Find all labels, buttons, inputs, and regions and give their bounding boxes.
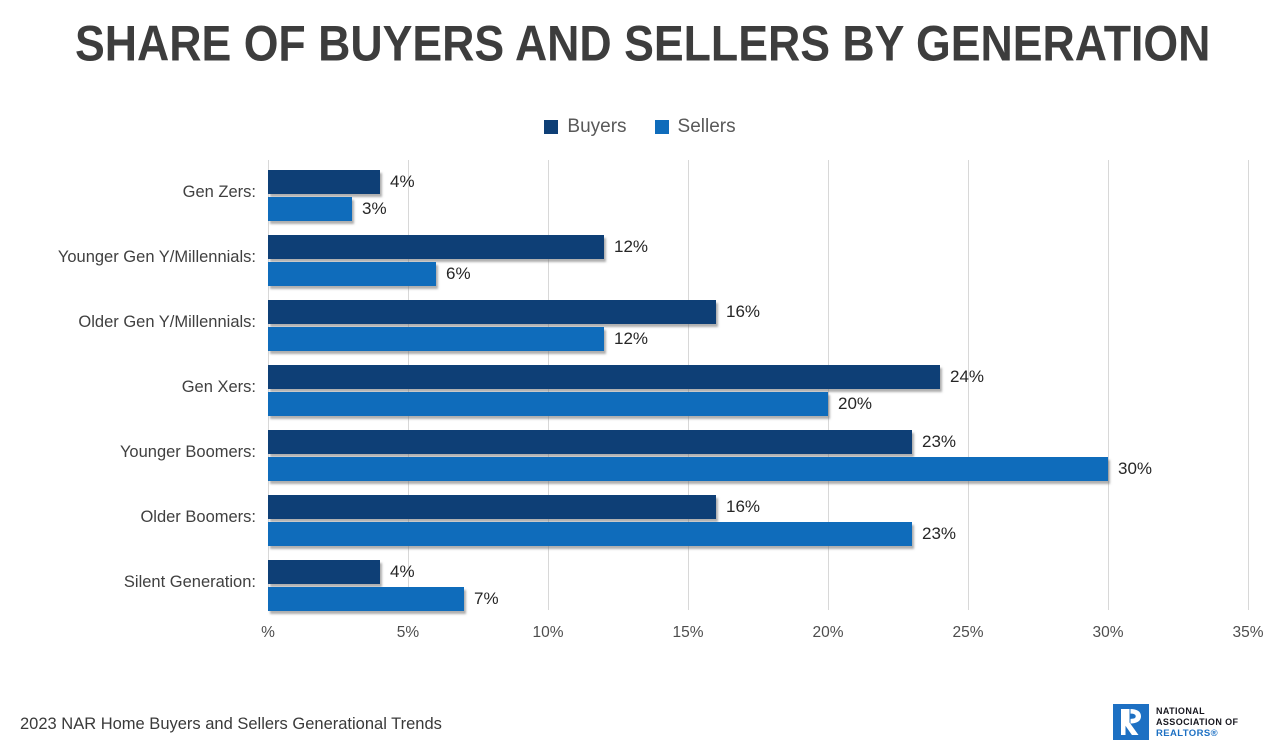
bar-value-label: 16% [726, 302, 761, 321]
gridline [1248, 160, 1249, 610]
bar-value-label: 4% [390, 562, 415, 581]
bar-sellers [268, 392, 828, 416]
nar-logo-line1: NATIONAL [1156, 705, 1206, 716]
x-tick-label: 30% [1092, 624, 1124, 641]
x-tick-label: 20% [812, 624, 844, 641]
bar-value-label: 6% [446, 264, 471, 283]
bar-value-label: 30% [1118, 459, 1153, 478]
bar-buyers [268, 170, 380, 194]
category-axis: Gen Zers: Younger Gen Y/Millennials: Older… [0, 160, 256, 610]
x-tick-label: 5% [396, 624, 420, 641]
bar-buyers [268, 560, 380, 584]
bar-value-label: 12% [614, 329, 649, 348]
legend-label: Buyers [567, 116, 627, 137]
gridline [1108, 160, 1109, 610]
x-tick-label: 25% [952, 624, 984, 641]
source-citation: 2023 NAR Home Buyers and Sellers Generat… [20, 715, 442, 733]
nar-logo-text: NATIONAL ASSOCIATION OF REALTORS® [1156, 706, 1238, 739]
nar-logo-line2: ASSOCIATION OF [1156, 716, 1239, 727]
legend-swatch-icon [544, 120, 559, 134]
x-axis-ticks: % 5% 10% 15% 20% 25% 30% 35% [261, 624, 1263, 648]
plot-area: 4% 3% 12% 6% 16% 12% 24% 20% 23% 30% 16% 23% 4% 7% [268, 160, 1249, 611]
bar-sellers [268, 327, 604, 351]
bar-value-label: 23% [922, 524, 957, 543]
category-label: Older Boomers: [140, 508, 256, 526]
bar-value-label: 24% [950, 367, 985, 386]
x-tick-label: 10% [532, 624, 564, 641]
nar-logo-line3: REALTORS® [1156, 727, 1218, 739]
bar-value-label: 20% [838, 394, 873, 413]
nar-realtor-r-icon [1113, 704, 1149, 740]
bar-value-label: 3% [362, 199, 387, 218]
bar-buyers [268, 430, 912, 454]
legend-label: Sellers [677, 116, 736, 137]
bar-value-label: 4% [390, 172, 415, 191]
category-label: Silent Generation: [123, 573, 256, 591]
nar-logo: NATIONAL ASSOCIATION OF REALTORS® [1113, 704, 1238, 740]
chart-title: SHARE OF BUYERS AND SELLERS BY GENERATIO… [75, 15, 1211, 72]
gridline [968, 160, 969, 610]
bar-sellers [268, 457, 1108, 481]
bar-sellers [268, 262, 436, 286]
bar-buyers [268, 300, 716, 324]
chart-legend: Buyers Sellers [0, 116, 1280, 138]
bar-buyers [268, 365, 940, 389]
bar-value-label: 12% [614, 237, 649, 256]
x-tick-label: 35% [1232, 624, 1264, 641]
bar-sellers [268, 522, 912, 546]
legend-item-sellers: Sellers [654, 116, 736, 138]
category-label: Younger Boomers: [119, 443, 256, 461]
bar-value-label: 7% [474, 589, 499, 608]
bar-sellers [268, 197, 352, 221]
bar-value-label: 16% [726, 497, 761, 516]
x-tick-label: % [261, 624, 275, 641]
bar-buyers [268, 235, 604, 259]
category-label: Gen Zers: [182, 183, 256, 201]
category-label: Younger Gen Y/Millennials: [57, 248, 256, 266]
bar-sellers [268, 587, 464, 611]
legend-swatch-icon [654, 120, 669, 134]
bar-value-label: 23% [922, 432, 957, 451]
category-label: Older Gen Y/Millennials: [78, 313, 256, 331]
bar-buyers [268, 495, 716, 519]
category-label: Gen Xers: [181, 378, 256, 396]
legend-item-buyers: Buyers [544, 116, 627, 138]
x-tick-label: 15% [672, 624, 704, 641]
